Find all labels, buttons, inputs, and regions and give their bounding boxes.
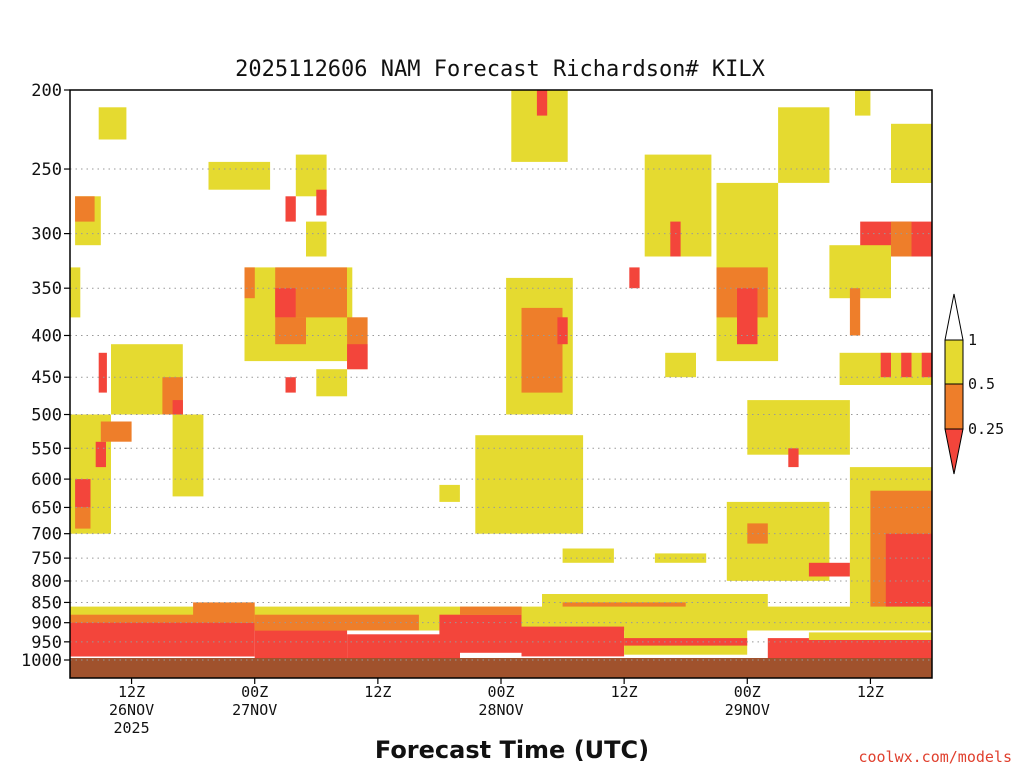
x-tick-label: 12Z [118, 683, 145, 701]
richardson-cell-0p25-0.5 [100, 421, 132, 442]
colorbar-label: 0.25 [968, 420, 1004, 438]
richardson-cell-0p5-1 [70, 267, 81, 318]
y-tick-label: 400 [31, 326, 62, 346]
richardson-cell-0p5-1 [208, 161, 271, 190]
richardson-cell-0p5-1 [172, 414, 204, 497]
richardson-cell-under_0p25 [624, 638, 748, 646]
colorbar-legend: 1 0.5 0.25 [944, 293, 1004, 475]
richardson-cell-under_0p25 [536, 90, 548, 116]
richardson-cell-0p5-1 [439, 484, 460, 502]
richardson-cell-0p25-0.5 [275, 317, 306, 345]
colorbar-label: 0.5 [968, 375, 995, 393]
richardson-cell-under_0p25 [767, 638, 932, 659]
x-tick-label: 28NOV [478, 701, 523, 719]
richardson-cell-0p5-1 [562, 548, 614, 563]
richardson-cell-0p25-0.5 [254, 614, 419, 631]
richardson-cell-under_0p25 [439, 614, 522, 653]
richardson-cell-under_0p25 [347, 344, 368, 370]
richardson-cell-0p25-0.5 [244, 267, 255, 299]
richardson-cell-under_0p25 [670, 221, 681, 257]
richardson-cell-surface [70, 658, 932, 678]
richardson-cell-under_0p25 [70, 622, 255, 657]
richardson-cell-0p5-1 [778, 107, 830, 183]
x-tick-label: 2025 [114, 719, 150, 737]
x-tick-label: 12Z [364, 683, 391, 701]
x-tick-label: 00Z [241, 683, 268, 701]
richardson-cell-under_0p25 [521, 626, 625, 657]
richardson-cell-under_0p25 [316, 189, 327, 216]
x-tick-label: 12Z [611, 683, 638, 701]
colorbar-label: 1 [968, 331, 977, 349]
richardson-cell-under_0p25 [557, 317, 568, 345]
colorbar-bottom-triangle [944, 428, 964, 475]
colorbar-segment [944, 383, 964, 430]
x-tick-label: 26NOV [109, 701, 154, 719]
richardson-cell-under_0p25 [347, 634, 460, 659]
richardson-cell-under_0p25 [285, 377, 296, 393]
richardson-cell-under_0p25 [921, 352, 932, 378]
chart-title: 2025112606 NAM Forecast Richardson# KILX [235, 57, 766, 82]
y-tick-label: 950 [31, 633, 62, 653]
x-tick-label: 00Z [734, 683, 761, 701]
richardson-cell-0p5-1 [665, 352, 696, 378]
richardson-cell-under_0p25 [172, 400, 183, 415]
richardson-cell-under_0p25 [285, 196, 296, 222]
colorbar-top-triangle [944, 293, 964, 341]
y-tick-label: 300 [31, 225, 62, 245]
richardson-cell-under_0p25 [95, 441, 106, 468]
y-tick-label: 750 [31, 549, 62, 569]
richardson-cell-0p25-0.5 [193, 602, 255, 623]
richardson-cell-under_0p25 [880, 352, 891, 378]
y-tick-label: 1000 [21, 651, 62, 671]
richardson-cell-0p25-0.5 [521, 307, 563, 393]
richardson-cell-under_0p25 [808, 562, 850, 577]
richardson-cell-under_0p25 [75, 479, 91, 508]
x-tick-label: 00Z [487, 683, 514, 701]
y-tick-label: 650 [31, 498, 62, 518]
y-tick-label: 350 [31, 279, 62, 299]
richardson-cell-0p5-1 [747, 400, 850, 455]
richardson-cell-0p25-0.5 [75, 196, 95, 222]
x-tick-label: 29NOV [725, 701, 770, 719]
y-tick-label: 700 [31, 525, 62, 545]
richardson-cell-0p5-1 [475, 435, 584, 534]
richardson-cell-0p25-0.5 [891, 221, 912, 257]
colorbar-segment [944, 339, 964, 385]
y-tick-label: 200 [31, 81, 62, 101]
y-tick-label: 600 [31, 470, 62, 490]
y-tick-label: 550 [31, 439, 62, 459]
richardson-cell-under_0p25 [98, 352, 107, 393]
y-axis: 200 250 300 350 400 450 500 550 600 650 700 750 8008… [21, 81, 70, 671]
x-tick-label: 27NOV [232, 701, 277, 719]
credit-text[interactable]: coolwx.com/models [858, 748, 1012, 766]
richardson-cell-under_0p25 [901, 352, 912, 378]
richardson-cell-under_0p25 [275, 288, 296, 318]
richardson-cell-0p5-1 [855, 90, 871, 116]
richardson-cell-0p25-0.5 [460, 606, 522, 615]
richardson-cell-0p5-1 [316, 369, 348, 397]
richardson-cell-0p5-1 [306, 221, 327, 257]
richardson-cell-under_0p25 [629, 267, 640, 289]
y-tick-label: 900 [31, 614, 62, 634]
richardson-cell-0p25-0.5 [75, 507, 91, 529]
richardson-cell-0p5-1 [808, 632, 932, 640]
richardson-cell-0p25-0.5 [849, 288, 861, 336]
grid-lines [70, 168, 932, 661]
richardson-cell-0p5-1 [98, 107, 127, 140]
richardson-cell-under_0p25 [254, 630, 348, 659]
x-axis-label: Forecast Time (UTC) [375, 736, 649, 764]
richardson-cell-under_0p25 [788, 448, 799, 468]
y-tick-label: 850 [31, 593, 62, 613]
richardson-cell-0p5-1 [295, 154, 327, 197]
richardson-cell-0p5-1 [891, 123, 932, 183]
y-tick-label: 250 [31, 160, 62, 180]
richardson-cell-under_0p25 [737, 288, 758, 345]
y-tick-label: 800 [31, 572, 62, 592]
x-tick-label: 12Z [857, 683, 884, 701]
y-tick-label: 500 [31, 406, 62, 426]
heatmap-cells [70, 90, 932, 678]
y-tick-label: 450 [31, 368, 62, 388]
